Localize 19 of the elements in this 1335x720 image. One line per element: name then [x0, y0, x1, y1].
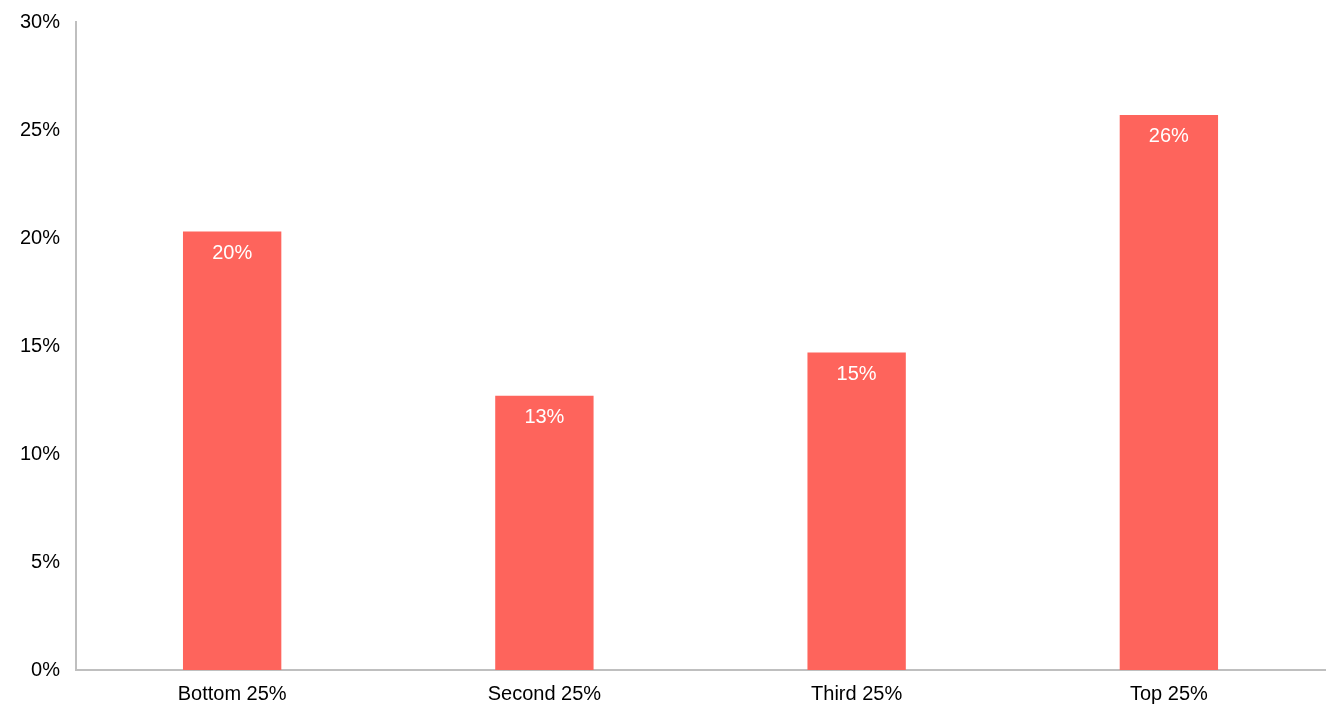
- x-tick-label: Bottom 25%: [177, 681, 287, 704]
- data-label: 20%: [212, 241, 253, 264]
- x-tick-label: Top 25%: [1129, 681, 1209, 704]
- y-tick-label: 30%: [20, 9, 61, 32]
- bar: [495, 395, 594, 670]
- data-label: 13%: [524, 405, 565, 428]
- bar: [1119, 114, 1219, 670]
- y-tick-label: 15%: [20, 333, 61, 356]
- bar: [182, 231, 282, 670]
- x-tick-label: Third 25%: [811, 681, 903, 704]
- y-tick-label: 25%: [20, 117, 61, 140]
- y-tick-label: 20%: [20, 225, 61, 248]
- data-label: 26%: [1148, 124, 1190, 147]
- y-tick-label: 5%: [31, 549, 61, 572]
- x-tick-label: Second 25%: [487, 681, 602, 704]
- y-tick-label: 0%: [31, 657, 61, 680]
- y-tick-label: 10%: [20, 441, 61, 464]
- bar: [807, 352, 906, 670]
- data-label: 15%: [836, 362, 877, 384]
